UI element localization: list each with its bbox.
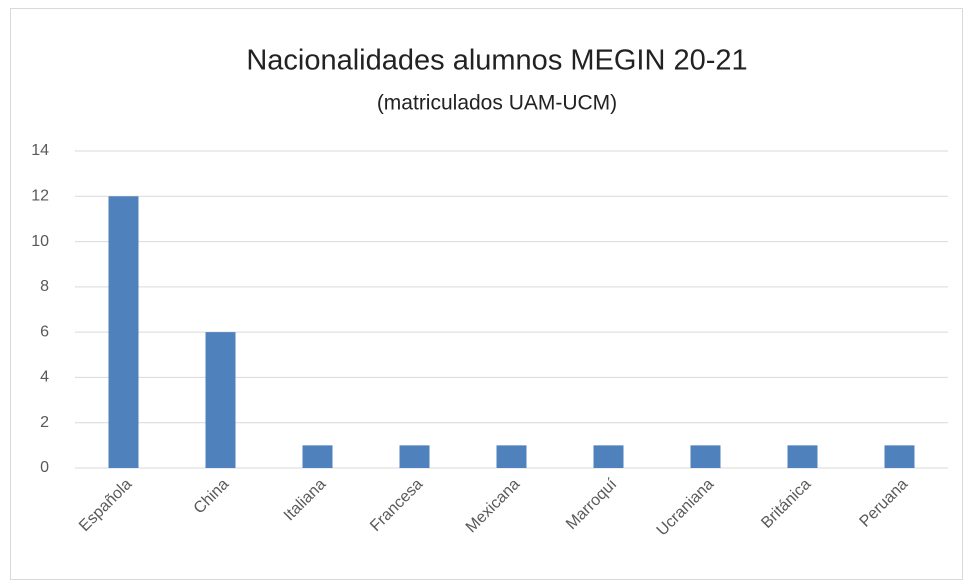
- chart-title: Nacionalidades alumnos MEGIN 20-21: [246, 45, 747, 77]
- bar: [302, 445, 333, 468]
- bar: [593, 445, 624, 468]
- y-tick-label: 6: [40, 323, 49, 340]
- y-tick-label: 0: [40, 459, 49, 476]
- bar: [884, 445, 915, 468]
- y-tick-label: 12: [31, 188, 49, 205]
- bar: [690, 445, 721, 468]
- chart-border: [10, 8, 963, 580]
- chart-subtitle: (matriculados UAM-UCM): [377, 92, 617, 115]
- y-tick-label: 14: [31, 142, 49, 159]
- bar: [787, 445, 818, 468]
- y-tick-label: 10: [31, 233, 49, 250]
- bar: [399, 445, 430, 468]
- bar: [205, 332, 236, 468]
- y-tick-label: 4: [40, 369, 49, 386]
- bar: [496, 445, 527, 468]
- y-tick-label: 2: [40, 414, 49, 431]
- y-tick-label: 8: [40, 278, 49, 295]
- bar: [108, 196, 139, 469]
